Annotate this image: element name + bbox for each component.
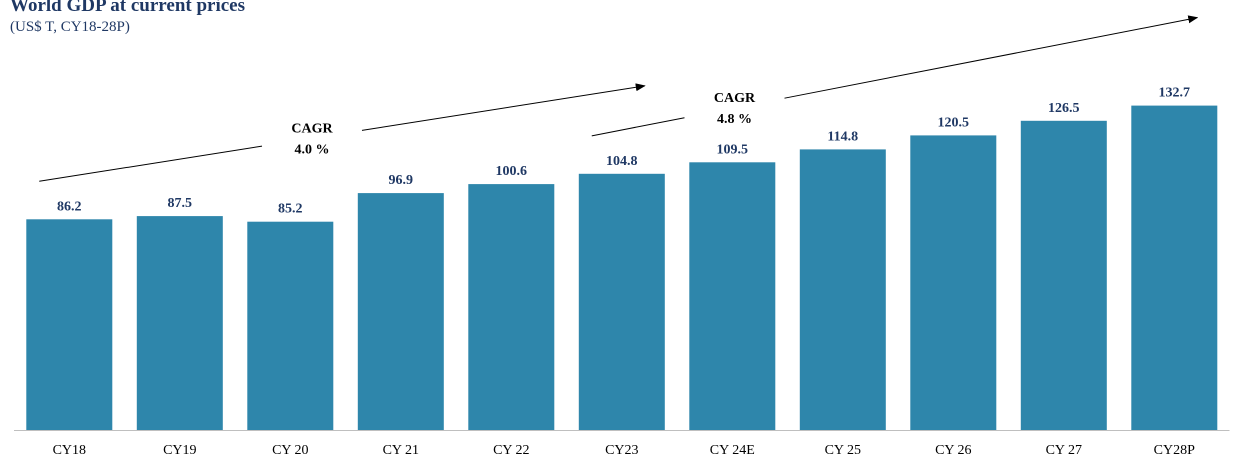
x-tick-label: CY 20 bbox=[272, 443, 308, 458]
value-label: 109.5 bbox=[717, 142, 749, 157]
x-tick-label: CY 21 bbox=[383, 443, 419, 458]
bar-cy27 bbox=[1020, 120, 1107, 431]
cagr-label: CAGR bbox=[291, 121, 333, 136]
value-label: 120.5 bbox=[938, 115, 970, 130]
value-label: 132.7 bbox=[1159, 86, 1191, 101]
value-label: 86.2 bbox=[57, 199, 82, 214]
value-label: 126.5 bbox=[1048, 101, 1080, 116]
x-tick-label: CY28P bbox=[1154, 443, 1195, 458]
chart-title: World GDP at current prices bbox=[10, 0, 246, 16]
cagr-arrow-line bbox=[591, 117, 685, 137]
bar-cy26 bbox=[910, 135, 997, 430]
bars-group bbox=[26, 105, 1218, 431]
value-label: 96.9 bbox=[389, 173, 414, 188]
bar-cy28p bbox=[1131, 105, 1218, 430]
x-tick-label: CY18 bbox=[53, 443, 86, 458]
cagr-arrow-head-line bbox=[784, 15, 1199, 99]
x-tick-label: CY 27 bbox=[1046, 443, 1082, 458]
labels-group: 86.2 CY18 87.5 CY19 85.2 CY 20 96.9 CY 21 100.6 C… bbox=[53, 86, 1196, 458]
value-label: 104.8 bbox=[606, 154, 638, 169]
cagr-annotations: CAGR 4.0 % CAGR 4.8 % bbox=[39, 15, 1199, 182]
value-label: 87.5 bbox=[168, 196, 193, 211]
value-label: 85.2 bbox=[278, 202, 303, 217]
cagr-arrow-line bbox=[39, 145, 263, 182]
x-tick-label: CY19 bbox=[163, 443, 196, 458]
x-tick-label: CY 22 bbox=[493, 443, 529, 458]
chart-subtitle: (US$ T, CY18-28P) bbox=[10, 19, 130, 35]
value-label: 114.8 bbox=[827, 129, 858, 144]
bar-cy25 bbox=[799, 149, 886, 430]
bar-cy24e bbox=[689, 162, 776, 431]
cagr-value: 4.0 % bbox=[295, 142, 330, 157]
bar-cy21 bbox=[357, 193, 444, 430]
bar-cy19 bbox=[136, 216, 223, 430]
x-tick-label: CY 26 bbox=[935, 443, 971, 458]
bar-cy23 bbox=[578, 173, 665, 431]
bar-cy20 bbox=[247, 221, 334, 430]
bar-cy22 bbox=[468, 184, 555, 430]
cagr-label: CAGR bbox=[714, 91, 756, 106]
x-tick-label: CY 25 bbox=[825, 443, 861, 458]
bar-cy18 bbox=[26, 219, 113, 430]
cagr-arrow-head-line bbox=[361, 83, 646, 131]
value-label: 100.6 bbox=[496, 164, 528, 179]
x-tick-label: CY23 bbox=[605, 443, 638, 458]
cagr-value: 4.8 % bbox=[717, 112, 752, 127]
x-tick-label: CY 24E bbox=[710, 443, 755, 458]
